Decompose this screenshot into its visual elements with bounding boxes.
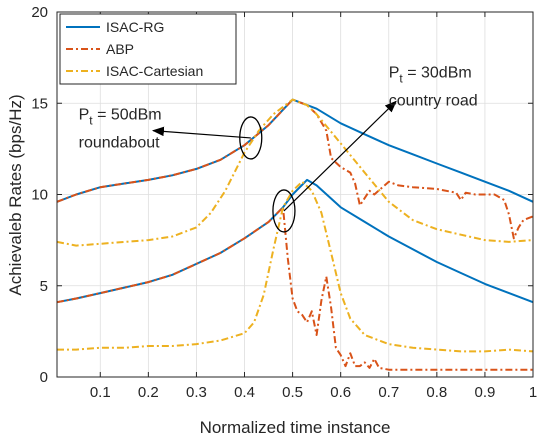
annotation-power-prefix: P bbox=[389, 65, 400, 82]
annotation-power-value: = 50dBm bbox=[93, 107, 162, 124]
legend: ISAC-RG ABP ISAC-Cartesian bbox=[59, 13, 237, 85]
legend-entry-label: ABP bbox=[106, 41, 134, 57]
x-tick-label: 0.2 bbox=[138, 384, 159, 401]
annotation-power-value: = 30dBm bbox=[403, 65, 472, 82]
series-layer bbox=[56, 98, 534, 371]
y-axis-label: Achievaleb Rates (bps/Hz) bbox=[6, 94, 25, 295]
annotation-arrow bbox=[283, 100, 397, 212]
legend-box bbox=[59, 13, 237, 85]
annotation-arrow bbox=[151, 126, 251, 139]
annotation-ellipse bbox=[272, 189, 296, 233]
x-axis-label: Normalized time instance bbox=[200, 418, 391, 437]
x-tick-label: 0.4 bbox=[234, 384, 255, 401]
x-tick-label: 0.1 bbox=[90, 384, 111, 401]
y-tick-label: 15 bbox=[31, 95, 48, 112]
legend-entry-label: ISAC-RG bbox=[106, 19, 164, 35]
x-tick-label: 1 bbox=[529, 384, 537, 401]
series-line-isac-cartesian-1 bbox=[56, 98, 534, 247]
series-line-isac-cartesian-2 bbox=[57, 180, 534, 353]
annotation-scenario-label: country road bbox=[389, 93, 478, 110]
annotations: Pt = 50dBm roundabout Pt = 30dBm country ro… bbox=[79, 65, 478, 233]
annotation-scenario-label: roundabout bbox=[79, 135, 161, 152]
y-tick-label: 10 bbox=[31, 187, 48, 204]
annotation-power-label: Pt = 30dBm bbox=[389, 65, 472, 86]
annotation-power-subscript: t bbox=[399, 72, 403, 86]
annotation-ellipse bbox=[239, 116, 263, 160]
annotation-power-subscript: t bbox=[89, 114, 93, 128]
legend-entry-label: ISAC-Cartesian bbox=[106, 63, 203, 79]
x-tick-label: 0.3 bbox=[186, 384, 207, 401]
annotation-power-label: Pt = 50dBm bbox=[79, 107, 162, 128]
x-tick-label: 0.7 bbox=[378, 384, 399, 401]
annotation-power-prefix: P bbox=[79, 107, 90, 124]
y-tick-label: 0 bbox=[40, 369, 48, 386]
x-tick-label: 0.6 bbox=[330, 384, 351, 401]
x-tick-label: 0.8 bbox=[426, 384, 447, 401]
y-tick-label: 5 bbox=[40, 278, 48, 295]
y-tick-label: 20 bbox=[31, 4, 48, 21]
x-tick-label: 0.9 bbox=[474, 384, 495, 401]
series-line-abp-2 bbox=[56, 206, 533, 371]
x-tick-label: 0.5 bbox=[282, 384, 303, 401]
